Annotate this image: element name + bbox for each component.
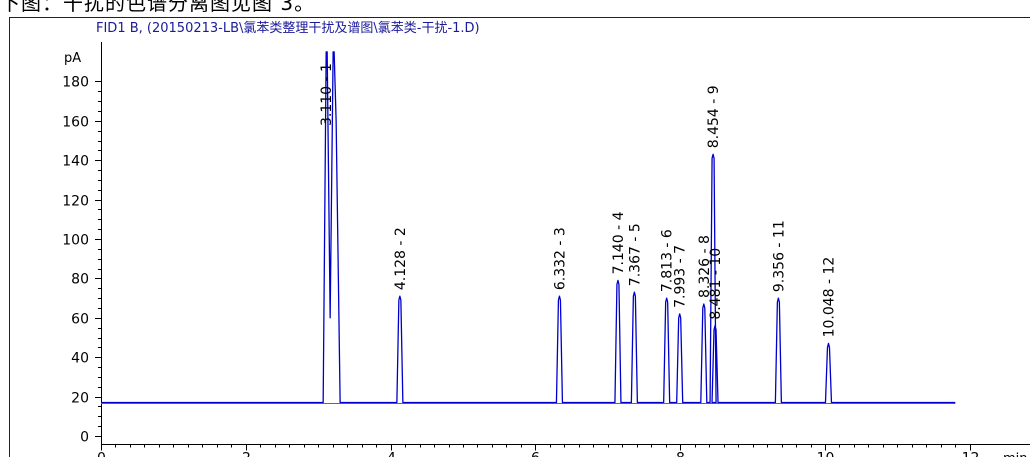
peak-label: 7.993 - 7	[673, 245, 689, 308]
peak-label: 8.481 - 10	[708, 248, 724, 320]
peak-label: 8.454 - 9	[706, 85, 722, 148]
peak-label: 8.326 - 8	[697, 235, 713, 298]
y-tick-label: 100	[62, 233, 89, 249]
y-axis-label: pA	[64, 51, 81, 66]
x-tick-label: 8	[676, 451, 685, 457]
chart-title: FID1 B, (20150213-LB\氯苯类整理干扰及谱图\氯苯类-干扰-1…	[96, 21, 480, 36]
x-ticks: 0 2 4 6 8 10 12	[97, 444, 980, 457]
peak-labels: 3.110 - 1 4.128 - 2 6.332 - 3 7.140 - 4 7.36…	[319, 63, 837, 337]
chart-frame	[9, 17, 1030, 457]
y-ticks: 0 20 40 60 80 100 120 140 160 180	[62, 75, 101, 446]
x-tick-label: 12	[962, 451, 980, 457]
y-tick-label: 160	[62, 115, 89, 131]
peak-label: 7.367 - 5	[627, 223, 643, 286]
caption-text: 下图：干扰的色谱分离图见图 3。	[0, 0, 316, 15]
x-tick-label: 6	[531, 451, 540, 457]
axes	[101, 42, 1030, 445]
peak-label: 10.048 - 12	[821, 257, 837, 338]
y-tick-label: 40	[71, 351, 89, 367]
y-tick-label: 140	[62, 154, 89, 170]
x-tick-label: 4	[387, 451, 396, 457]
trace	[101, 51, 956, 404]
peak-label: 7.813 - 6	[660, 229, 676, 292]
y-tick-label: 0	[80, 430, 89, 446]
trace-line	[101, 51, 956, 404]
x-axis-label: min	[1003, 452, 1028, 457]
y-tick-label: 180	[62, 75, 89, 91]
y-tick-label: 20	[71, 391, 89, 407]
peak-label: 9.356 - 11	[771, 220, 787, 292]
peak-label: 3.110 - 1	[319, 63, 335, 126]
peak-label: 6.332 - 3	[552, 227, 568, 290]
y-tick-label: 60	[71, 312, 89, 328]
peak-label: 7.140 - 4	[611, 211, 627, 274]
x-tick-label: 2	[242, 451, 251, 457]
peak-label: 4.128 - 2	[393, 227, 409, 290]
x-tick-label: 0	[97, 451, 106, 457]
y-tick-label: 80	[71, 272, 89, 288]
x-tick-label: 10	[817, 451, 835, 457]
y-tick-label: 120	[62, 194, 89, 210]
